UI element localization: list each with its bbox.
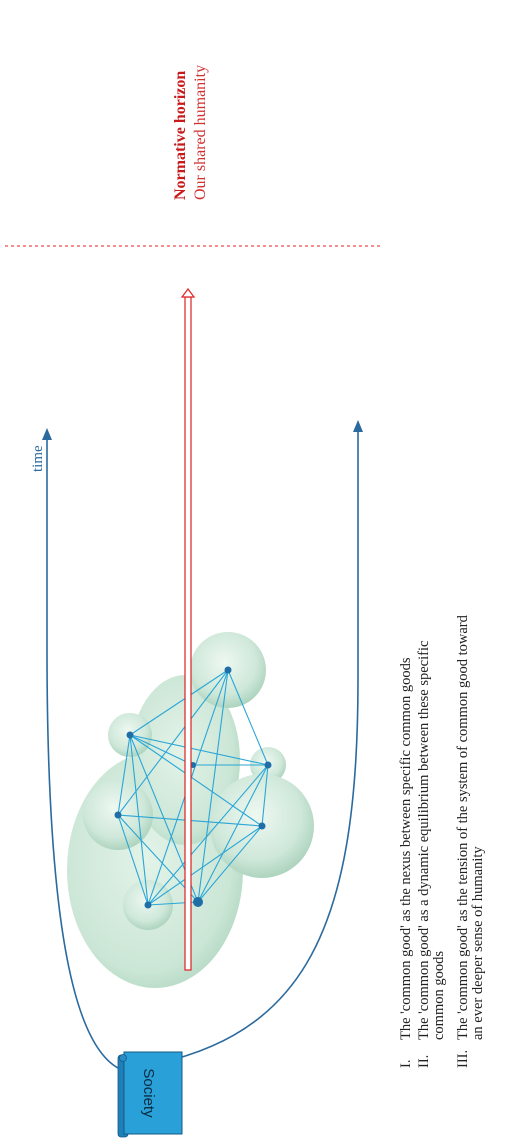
right-curve-arrow [353,420,363,432]
horizon-title: Normative horizon [172,71,189,200]
points-list: I. The 'common good' as the nexus betwee… [398,614,486,1068]
point-3-numeral: III. [455,1050,471,1068]
left-curve [46,440,123,1071]
horizon-subtitle: Our shared humanity [192,65,209,200]
point-2-line-1: The 'common good' as a dynamic equilibri… [416,641,432,1040]
society-box [123,1051,183,1135]
horizon-arrow [180,288,196,971]
point-1-line-1: The 'common good' as the nexus between s… [398,657,414,1040]
time-label: time [30,445,46,472]
point-3-line-1: The 'common good' as the tension of the … [455,614,471,1040]
network [117,669,269,906]
left-curve-arrow [42,428,52,440]
horizon-arrowhead [180,288,196,298]
point-2-numeral: II. [416,1055,432,1068]
point-3-line-2: an ever deeper sense of humanity [470,846,486,1040]
society-label: Society [140,1068,157,1118]
horizon-shaft [184,296,192,971]
society-scroll-curl [119,1054,127,1062]
horizon-labels: Normative horizon Our shared humanity [172,65,209,200]
point-1-numeral: I. [398,1060,414,1068]
society-scroll: Society [117,1051,183,1138]
point-2-line-2: common goods [431,951,447,1040]
right-curve [121,432,359,1071]
time-axis [42,420,363,1071]
